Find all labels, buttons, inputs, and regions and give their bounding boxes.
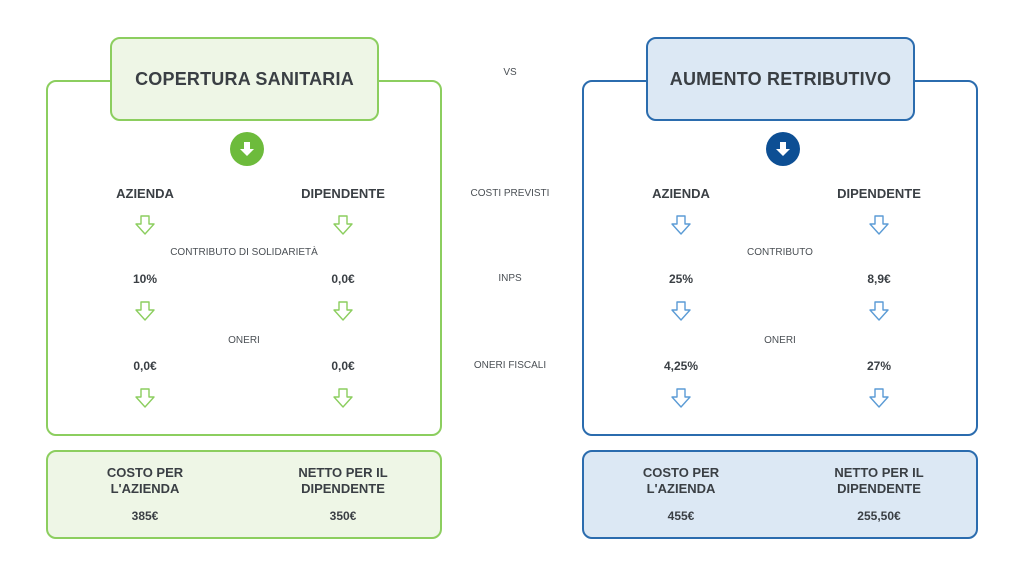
left-arrow-outline-icon: [135, 301, 155, 321]
right-down-arrow-icon: [766, 132, 800, 166]
right-arrow-outline-icon: [869, 388, 889, 408]
left-summary-box: [46, 450, 442, 539]
right-row1-label: CONTRIBUTO: [747, 247, 813, 258]
left-title: COPERTURA SANITARIA: [135, 68, 354, 89]
right-arrow-outline-icon: [671, 388, 691, 408]
right-arrow-outline-icon: [671, 215, 691, 235]
left-row2-label: ONERI: [228, 335, 260, 346]
right-arrow-outline-icon: [671, 301, 691, 321]
right-col-dipendente: DIPENDENTE: [837, 186, 921, 201]
left-arrow-outline-icon: [135, 215, 155, 235]
right-arrow-outline-icon: [869, 301, 889, 321]
right-col-azienda: AZIENDA: [652, 186, 710, 201]
left-summary-net-label: NETTO PER IL DIPENDENTE: [298, 465, 388, 496]
right-summary-net-value: 255,50€: [857, 509, 901, 523]
left-col-azienda: AZIENDA: [116, 186, 174, 201]
left-arrow-outline-icon: [333, 301, 353, 321]
vs-label: VS: [503, 67, 517, 78]
right-title-box: AUMENTO RETRIBUTIVO: [646, 37, 915, 121]
left-down-arrow-icon: [230, 132, 264, 166]
left-summary-net-value: 350€: [329, 509, 357, 523]
middle-costi-previsti: COSTI PREVISTI: [470, 188, 550, 199]
right-summary-net-label: NETTO PER IL DIPENDENTE: [834, 465, 924, 496]
left-col-dipendente: DIPENDENTE: [301, 186, 385, 201]
right-row2-azienda-value: 4,25%: [663, 359, 699, 373]
left-row2-azienda-value: 0,0€: [133, 359, 157, 373]
left-summary-cost-value: 385€: [131, 509, 159, 523]
left-row1-label: CONTRIBUTO DI SOLIDARIETÀ: [170, 247, 318, 258]
right-summary-cost-value: 455€: [667, 509, 695, 523]
right-row2-label: ONERI: [764, 335, 796, 346]
right-summary-box: [582, 450, 978, 539]
middle-oneri-fiscali: ONERI FISCALI: [473, 360, 547, 371]
left-summary-cost-label: COSTO PER L'AZIENDA: [106, 465, 184, 496]
left-arrow-outline-icon: [135, 388, 155, 408]
right-title: AUMENTO RETRIBUTIVO: [669, 68, 892, 89]
right-row1-dipendente-value: 8,9€: [867, 272, 891, 286]
left-arrow-outline-icon: [333, 215, 353, 235]
right-summary-cost-label: COSTO PER L'AZIENDA: [642, 465, 720, 496]
left-row1-azienda-value: 10%: [132, 272, 158, 286]
right-row2-dipendente-value: 27%: [866, 359, 892, 373]
right-row1-azienda-value: 25%: [668, 272, 694, 286]
left-title-box: COPERTURA SANITARIA: [110, 37, 379, 121]
right-arrow-outline-icon: [869, 215, 889, 235]
left-arrow-outline-icon: [333, 388, 353, 408]
left-row2-dipendente-value: 0,0€: [331, 359, 355, 373]
middle-inps: INPS: [498, 273, 522, 284]
left-row1-dipendente-value: 0,0€: [331, 272, 355, 286]
